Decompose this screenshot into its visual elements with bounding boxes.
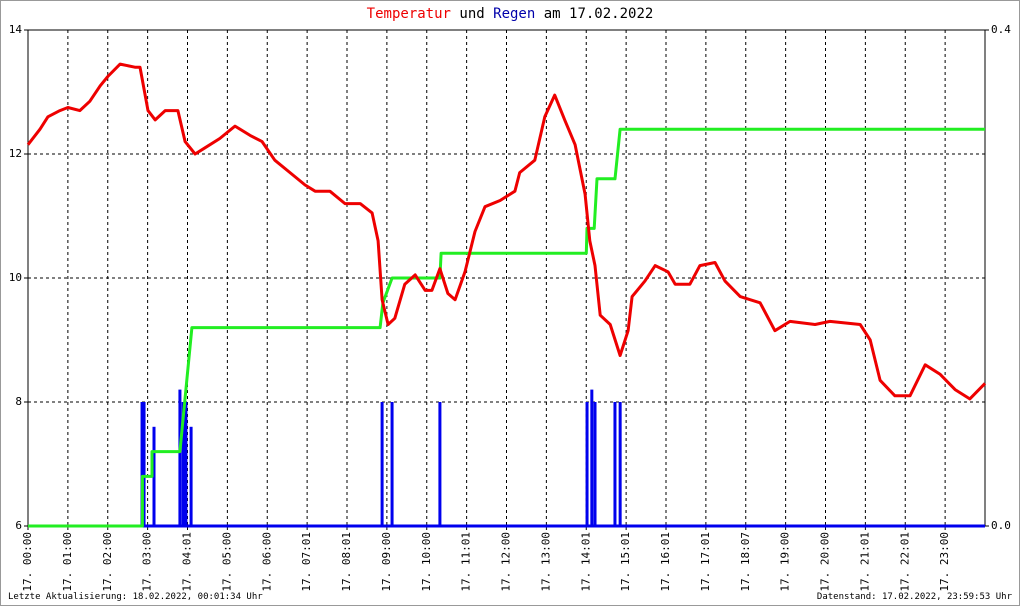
x-tick-label: 17. 12:00 [500,532,513,592]
x-tick-label: 17. 08:01 [340,532,353,592]
y-tick-label: 10 [9,271,22,284]
footer-right: Datenstand: 17.02.2022, 23:59:53 Uhr [817,592,1013,602]
footer-left: Letzte Aktualisierung: 18.02.2022, 00:01… [8,592,263,602]
rain-bar [618,402,622,526]
x-tick-label: 17. 19:00 [779,532,792,592]
title-part: und [459,6,484,22]
x-tick-label: 17. 05:00 [220,532,233,592]
x-tick-label: 17. 07:01 [300,532,313,592]
rain-bar [140,402,144,526]
y2-tick-label: 0.4 [991,23,1011,36]
x-tick-label: 17. 00:00 [21,532,34,592]
x-tick-label: 17. 17:01 [699,532,712,592]
x-tick-label: 17. 09:00 [380,532,393,592]
rain-bar [380,402,384,526]
title-part: Regen [493,6,535,22]
x-tick-label: 17. 18:07 [739,532,752,592]
series-line [26,62,987,401]
x-tick-label: 17. 21:01 [858,532,871,592]
rain-bar [585,402,589,526]
x-tick-label: 17. 16:01 [659,532,672,592]
rain-bar [152,426,156,526]
x-tick-label: 17. 22:01 [898,532,911,592]
rain-bar [189,426,193,526]
rain-bar [613,402,617,526]
y-tick-label: 6 [15,519,22,532]
y-tick-label: 12 [9,147,22,160]
x-tick-label: 17. 23:00 [938,532,951,592]
x-tick-label: 17. 11:01 [460,532,473,592]
rain-bar [593,402,597,526]
rain-bar [181,402,185,526]
title-part: Temperatur [367,6,451,22]
y-tick-label: 8 [15,395,22,408]
x-tick-label: 17. 15:01 [619,532,632,592]
x-tick-label: 17. 10:00 [420,532,433,592]
x-tick-label: 17. 02:00 [101,532,114,592]
rain-bar [438,402,442,526]
title-part: am 17.02.2022 [544,6,654,22]
series-line [28,127,985,528]
chart-title: Temperatur und Regen am 17.02.2022 [367,6,654,22]
x-tick-label: 17. 13:00 [539,532,552,592]
rain-bar [184,402,188,526]
rain-bar [142,402,146,526]
rain-bar [390,402,394,526]
x-tick-label: 17. 14:01 [579,532,592,592]
y2-tick-label: 0.0 [991,519,1011,532]
x-tick-label: 17. 06:00 [260,532,273,592]
x-tick-label: 17. 03:00 [141,532,154,592]
x-tick-label: 17. 04:01 [181,532,194,592]
x-tick-label: 17. 01:00 [61,532,74,592]
rain-bar [590,389,594,526]
rain-bar [178,389,182,526]
y-tick-label: 14 [9,23,23,36]
x-tick-label: 17. 20:00 [819,532,832,592]
